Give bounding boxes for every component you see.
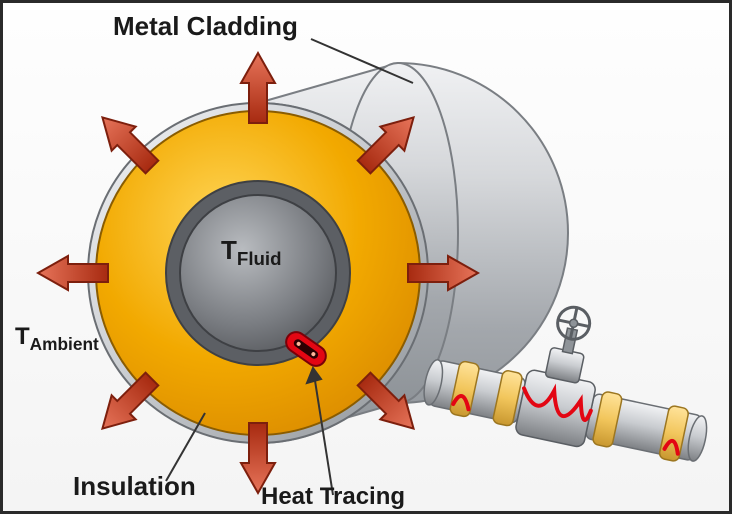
t-ambient-main: T	[15, 323, 30, 350]
label-metal-cladding-text: Metal Cladding	[113, 11, 298, 41]
t-fluid-main: T	[221, 235, 237, 265]
label-insulation-text: Insulation	[73, 471, 196, 501]
diagram-frame: Metal Cladding TAmbient TFluid Insulatio…	[0, 0, 732, 514]
t-ambient-sub: Ambient	[30, 334, 99, 354]
label-metal-cladding: Metal Cladding	[113, 11, 298, 42]
label-t-ambient: TAmbient	[15, 323, 99, 355]
t-fluid-sub: Fluid	[237, 248, 282, 269]
label-heat-tracing-text: Heat Tracing	[261, 483, 405, 510]
label-heat-tracing: Heat Tracing	[261, 483, 405, 511]
label-t-fluid: TFluid	[221, 235, 282, 270]
pipe-bore	[180, 195, 336, 351]
pipe-cross-section	[3, 3, 732, 514]
label-insulation: Insulation	[73, 471, 196, 502]
